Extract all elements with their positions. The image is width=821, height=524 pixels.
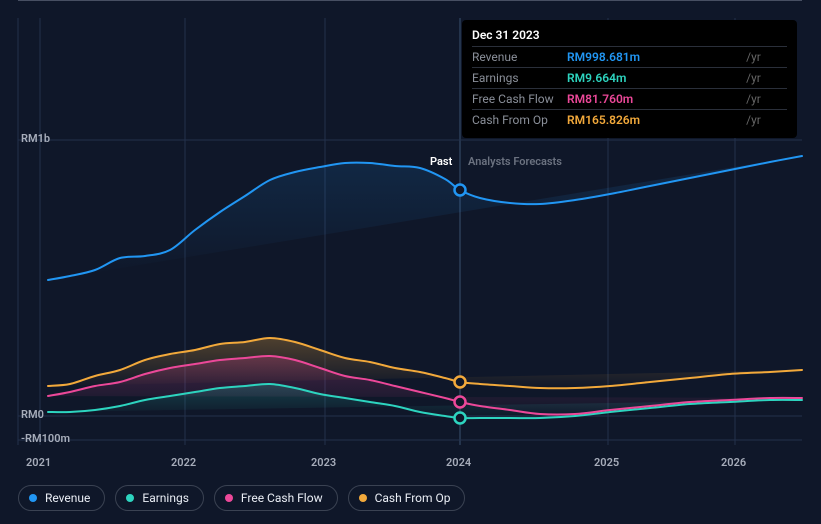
legend-dot-icon <box>29 494 37 502</box>
legend-item-label: Earnings <box>142 491 189 505</box>
tooltip-row-unit: /yr <box>742 47 787 68</box>
y-axis-label: RM1b <box>21 132 50 145</box>
tooltip-row: Free Cash FlowRM81.760m/yr <box>472 89 787 110</box>
legend-item-free_cash_flow[interactable]: Free Cash Flow <box>214 485 338 511</box>
tooltip-row-unit: /yr <box>742 68 787 89</box>
tooltip-row-value: RM81.760m <box>567 89 742 110</box>
tooltip-row-label: Cash From Op <box>472 110 567 131</box>
legend-item-label: Revenue <box>45 491 90 505</box>
x-axis-label: 2021 <box>26 456 51 469</box>
x-axis-label: 2024 <box>446 456 471 469</box>
tooltip-row-label: Earnings <box>472 68 567 89</box>
legend-item-cash_from_op[interactable]: Cash From Op <box>348 485 466 511</box>
legend-item-label: Free Cash Flow <box>241 491 323 505</box>
x-axis-label: 2026 <box>721 456 746 469</box>
tooltip-row-label: Revenue <box>472 47 567 68</box>
tooltip-row-value: RM998.681m <box>567 47 742 68</box>
chart-tooltip: Dec 31 2023 RevenueRM998.681m/yrEarnings… <box>462 20 797 138</box>
tooltip-row: RevenueRM998.681m/yr <box>472 47 787 68</box>
forecast-section-label: Analysts Forecasts <box>468 155 562 168</box>
chart-legend: Revenue Earnings Free Cash Flow Cash From O… <box>18 485 465 511</box>
tooltip-row: Cash From OpRM165.826m/yr <box>472 110 787 131</box>
legend-item-label: Cash From Op <box>375 491 451 505</box>
legend-dot-icon <box>359 494 367 502</box>
past-section-label: Past <box>430 155 452 168</box>
legend-item-revenue[interactable]: Revenue <box>18 485 105 511</box>
legend-dot-icon <box>225 494 233 502</box>
tooltip-row-unit: /yr <box>742 110 787 131</box>
x-axis-label: 2025 <box>594 456 619 469</box>
legend-dot-icon <box>126 494 134 502</box>
tooltip-row-label: Free Cash Flow <box>472 89 567 110</box>
tooltip-date: Dec 31 2023 <box>472 28 787 46</box>
x-axis-label: 2022 <box>171 456 196 469</box>
tooltip-row-value: RM165.826m <box>567 110 742 131</box>
y-axis-label: -RM100m <box>21 432 70 445</box>
tooltip-row: EarningsRM9.664m/yr <box>472 68 787 89</box>
y-axis-label: RM0 <box>21 408 44 421</box>
financial-forecast-chart: RM1bRM0-RM100m 202120222023202420252026 … <box>0 0 821 524</box>
tooltip-row-unit: /yr <box>742 89 787 110</box>
legend-item-earnings[interactable]: Earnings <box>115 485 204 511</box>
tooltip-row-value: RM9.664m <box>567 68 742 89</box>
x-axis-label: 2023 <box>311 456 336 469</box>
